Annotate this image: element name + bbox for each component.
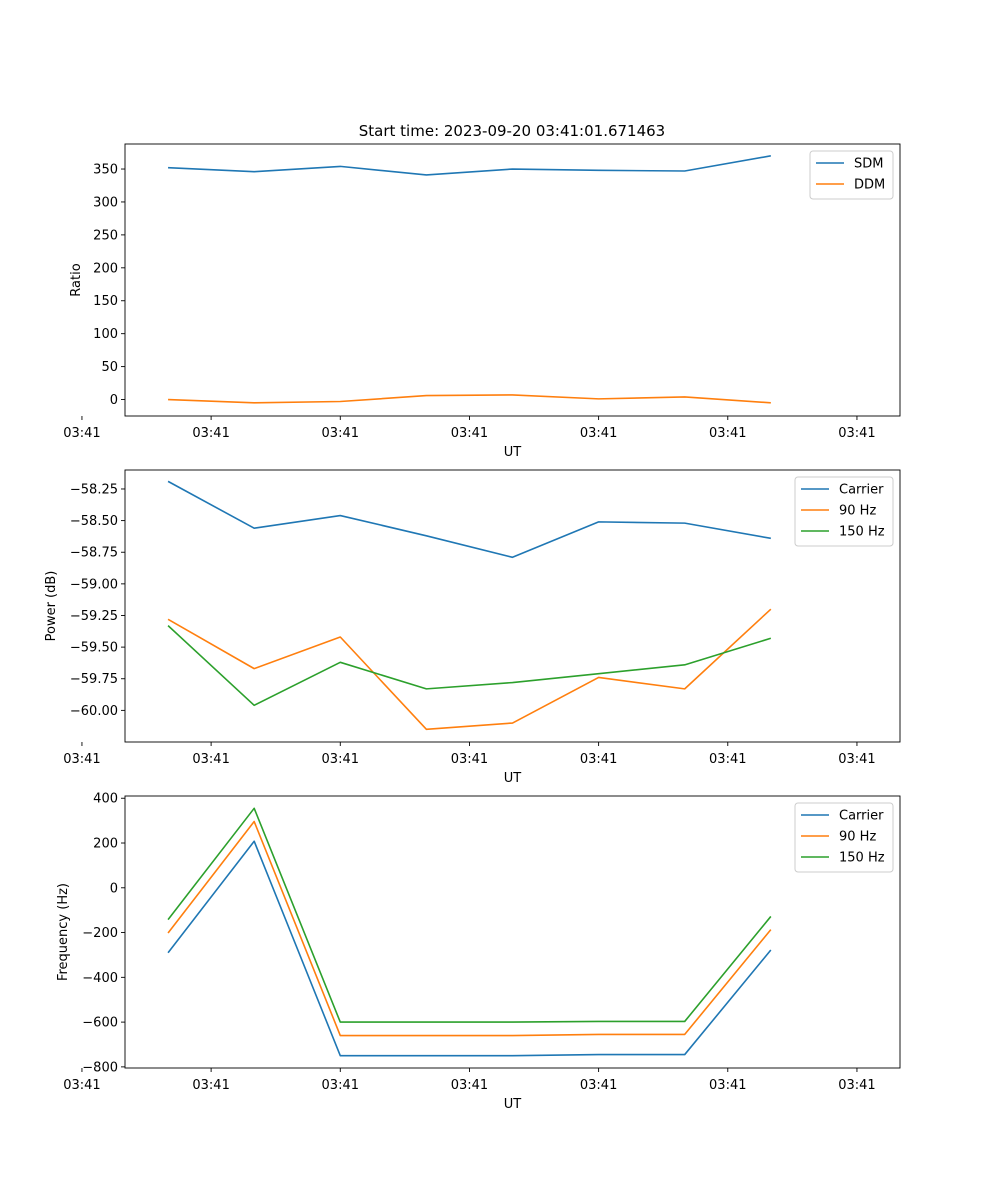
y-axis-label: Frequency (Hz) <box>56 883 71 981</box>
y-tick-label: 0 <box>110 393 118 408</box>
x-tick-label: 03:41 <box>192 426 229 441</box>
x-tick-label: 03:41 <box>709 752 746 767</box>
legend-label-150-hz: 150 Hz <box>839 525 885 540</box>
x-tick-label: 03:41 <box>580 1078 617 1093</box>
y-tick-label: 0 <box>110 881 118 896</box>
x-tick-label: 03:41 <box>709 426 746 441</box>
x-tick-label: 03:41 <box>451 1078 488 1093</box>
axes-frame <box>124 469 901 743</box>
x-tick-label: 03:41 <box>451 426 488 441</box>
x-axis-label: UT <box>504 445 522 460</box>
y-tick-label: −58.25 <box>70 482 118 497</box>
series-line-150-hz <box>167 625 772 707</box>
y-tick-label: 250 <box>93 228 118 243</box>
y-tick-label: −59.00 <box>70 577 118 592</box>
legend-label-90-hz: 90 Hz <box>839 504 876 519</box>
chart-title: Start time: 2023-09-20 03:41:01.671463 <box>359 122 665 140</box>
y-tick-label: −60.00 <box>70 704 118 719</box>
y-tick-label: 400 <box>93 792 118 807</box>
subplot-3: 03:41 03:41 03:41 03:41 03:41 03:41 03:41 −800 −… <box>56 792 901 1112</box>
y-tick-label: 350 <box>93 163 118 178</box>
series-line-carrier <box>167 480 771 559</box>
legend-label-90-hz: 90 Hz <box>839 830 876 845</box>
series-line-90-hz <box>167 820 772 1037</box>
x-axis-label: UT <box>504 771 522 786</box>
subplot-2: 03:41 03:41 03:41 03:41 03:41 03:41 03:41 −60.0… <box>44 469 901 786</box>
y-tick-label: 200 <box>93 261 118 276</box>
legend-label-150-hz: 150 Hz <box>839 851 885 866</box>
legend-box <box>794 476 894 547</box>
y-tick-label: 150 <box>93 294 118 309</box>
series-line-90-hz <box>167 608 772 731</box>
subplot-1: 03:41 03:41 03:41 03:41 03:41 03:41 03:41 0 50 10… <box>63 143 901 460</box>
y-tick-label: −400 <box>82 971 118 986</box>
x-tick-label: 03:41 <box>192 752 229 767</box>
legend: Carrier 90 Hz 150 Hz <box>794 476 894 547</box>
axes-frame <box>124 143 901 417</box>
y-tick-label: −58.50 <box>70 514 118 529</box>
x-tick-label: 03:41 <box>451 752 488 767</box>
x-tick-label: 03:41 <box>63 426 100 441</box>
x-tick-label: 03:41 <box>192 1078 229 1093</box>
x-tick-label: 03:41 <box>322 426 359 441</box>
y-tick-label: 300 <box>93 195 118 210</box>
series-line-carrier <box>167 840 772 1057</box>
y-tick-label: −600 <box>82 1016 118 1031</box>
x-tick-label: 03:41 <box>838 426 875 441</box>
x-tick-label: 03:41 <box>322 752 359 767</box>
series-line-ddm <box>168 394 771 404</box>
y-tick-label: 200 <box>93 837 118 852</box>
x-tick-label: 03:41 <box>580 752 617 767</box>
y-tick-label: 50 <box>101 360 118 375</box>
x-axis-label: UT <box>504 1097 522 1112</box>
legend-label-sdm: SDM <box>854 157 883 172</box>
y-tick-label: −200 <box>82 926 118 941</box>
y-axis-label: Power (dB) <box>44 571 59 642</box>
x-tick-label: 03:41 <box>709 1078 746 1093</box>
legend-box <box>794 802 894 873</box>
x-tick-label: 03:41 <box>838 1078 875 1093</box>
y-tick-label: −800 <box>82 1060 118 1075</box>
series-line-150-hz <box>167 807 772 1023</box>
legend-label-carrier: Carrier <box>839 809 884 824</box>
legend-label-ddm: DDM <box>854 178 885 193</box>
legend-label-carrier: Carrier <box>839 483 884 498</box>
y-tick-label: 100 <box>93 327 118 342</box>
x-tick-label: 03:41 <box>838 752 875 767</box>
x-tick-label: 03:41 <box>580 426 617 441</box>
y-tick-label: −58.75 <box>70 546 118 561</box>
x-tick-label: 03:41 <box>322 1078 359 1093</box>
legend: Carrier 90 Hz 150 Hz <box>794 802 894 873</box>
y-tick-label: −59.25 <box>70 609 118 624</box>
x-tick-label: 03:41 <box>63 752 100 767</box>
y-tick-label: −59.75 <box>70 672 118 687</box>
y-axis-label: Ratio <box>69 263 84 296</box>
y-tick-label: −59.50 <box>70 641 118 656</box>
x-tick-label: 03:41 <box>63 1078 100 1093</box>
legend: SDM DDM <box>809 150 894 200</box>
axes-frame <box>124 795 901 1069</box>
series-line-sdm <box>168 155 771 176</box>
